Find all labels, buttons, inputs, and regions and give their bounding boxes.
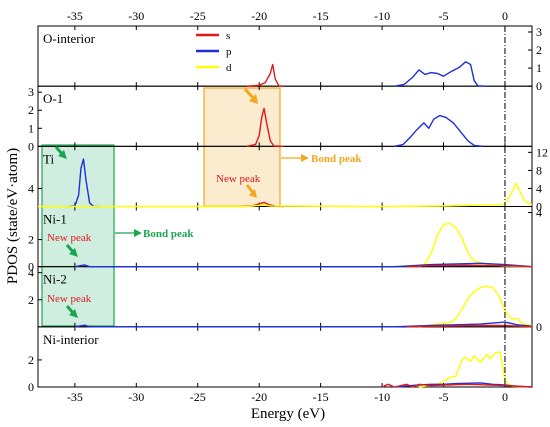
- panel-frame-1: [37, 85, 533, 147]
- left-tick-label-2-0: 4: [28, 181, 34, 195]
- right-tick-label-4-0: 0: [536, 320, 542, 334]
- right-tick-label-0-2: 2: [536, 43, 542, 57]
- left-tick-label-5-1: 2: [28, 353, 34, 367]
- left-tick-label-1-2: 2: [28, 103, 34, 117]
- series-s-panel-4: [406, 324, 533, 328]
- right-tick-label-0-0: 0: [536, 79, 542, 93]
- left-tick-label-4-1: 4: [28, 266, 34, 280]
- right-tick-label-2-1: 4: [536, 181, 542, 195]
- x-tick-label-bottom-7: 0: [502, 390, 508, 404]
- x-tick-label-top-1: -30: [128, 9, 144, 23]
- x-tick-label-top-2: -25: [190, 9, 206, 23]
- left-tick-label-5-0: 0: [28, 380, 34, 394]
- x-tick-label-bottom-6: -5: [439, 390, 449, 404]
- ti-arrowhead-icon: [58, 150, 67, 159]
- x-axis-title: Energy (eV): [251, 406, 325, 422]
- right-tick-label-2-2: 8: [536, 163, 542, 177]
- x-tick-label-bottom-1: -30: [128, 390, 144, 404]
- ti-bond-highlight-box: [41, 144, 115, 327]
- left-tick-label-1-0: 0: [28, 139, 34, 153]
- ni1-arrowhead-icon: [69, 248, 78, 257]
- series-d-panel-4: [418, 285, 533, 328]
- right-tick-label-0-3: 3: [536, 25, 542, 39]
- series-s-panel-5: [381, 383, 533, 388]
- bond-peak-orange-arrowhead-icon: [301, 154, 309, 162]
- legend-p-label: p: [226, 46, 232, 58]
- legend-d-label: d: [226, 62, 232, 74]
- new-peak-label-ti: New peak: [216, 173, 261, 185]
- y-axis-title: PDOS (state/eV·atom): [5, 148, 21, 284]
- panel-label-1: O-1: [43, 91, 63, 106]
- x-tick-label-top-7: 0: [502, 9, 508, 23]
- x-tick-label-bottom-0: -35: [67, 390, 83, 404]
- new-peak-label-ni2: New peak: [47, 293, 92, 305]
- bond-peak-label-green: Bond peak: [143, 228, 194, 240]
- panel-label-3: Ni-1: [43, 212, 67, 227]
- legend-s-label: s: [226, 30, 230, 42]
- series-group: [38, 61, 533, 388]
- x-tick-label-top-4: -15: [313, 9, 329, 23]
- panel-frame-5: [37, 326, 533, 388]
- panel-label-0: O-interior: [43, 31, 96, 46]
- left-tick-label-1-3: 3: [28, 85, 34, 99]
- left-tick-label-1-1: 1: [28, 121, 34, 135]
- right-tick-label-2-0: 0: [536, 200, 542, 214]
- annotations: Bond peak New peak Bond peak New peak Ne…: [47, 87, 362, 318]
- left-tick-label-3-0: 0: [28, 260, 34, 274]
- o1-arrowhead-icon: [249, 94, 258, 104]
- series-s-panel-0: [246, 63, 284, 87]
- x-tick-label-top-0: -35: [67, 9, 83, 23]
- right-tick-label-0-1: 1: [536, 61, 542, 75]
- series-p-panel-2: [68, 158, 100, 208]
- panel-label-5: Ni-interior: [43, 332, 99, 347]
- left-tick-label-3-1: 2: [28, 233, 34, 247]
- x-tick-label-bottom-4: -15: [313, 390, 329, 404]
- x-tick-label-bottom-5: -10: [374, 390, 390, 404]
- bond-peak-label-orange: Bond peak: [311, 153, 362, 165]
- right-tick-label-3-0: 4: [536, 206, 542, 220]
- x-tick-labels: -35 -35 -30 -30 -25 -25 -20 -20 -15 -15 -10 -10 -5 -5…: [67, 9, 508, 404]
- series-s-panel-3: [406, 264, 533, 268]
- ni2-arrowhead-icon: [69, 309, 78, 318]
- bond-peak-green-arrowhead-icon: [134, 229, 142, 237]
- series-p-panel-0: [394, 61, 487, 87]
- series-d-panel-5: [418, 351, 533, 388]
- x-tick-label-top-3: -20: [251, 9, 267, 23]
- x-tick-label-top-5: -10: [374, 9, 390, 23]
- legend: s p d: [196, 30, 232, 74]
- series-d-panel-2: [38, 182, 533, 208]
- series-s-panel-1: [246, 107, 284, 147]
- x-tick-label-bottom-3: -20: [251, 390, 267, 404]
- series-d-panel-3: [418, 222, 533, 268]
- series-p-panel-4: [74, 321, 533, 328]
- x-tick-label-bottom-2: -25: [190, 390, 206, 404]
- x-tick-label-top-6: -5: [439, 9, 449, 23]
- panel-frame-0: [37, 25, 533, 87]
- o-bond-highlight-box: [203, 87, 281, 207]
- panel-label-2: Ti: [43, 151, 54, 166]
- left-tick-label-4-0: 2: [28, 293, 34, 307]
- ti-new-peak-arrowhead-icon: [249, 189, 257, 198]
- new-peak-label-ni1: New peak: [47, 232, 92, 244]
- right-tick-label-2-3: 12: [536, 145, 548, 159]
- panel-label-4: Ni-2: [43, 272, 67, 287]
- series-p-panel-1: [394, 114, 483, 147]
